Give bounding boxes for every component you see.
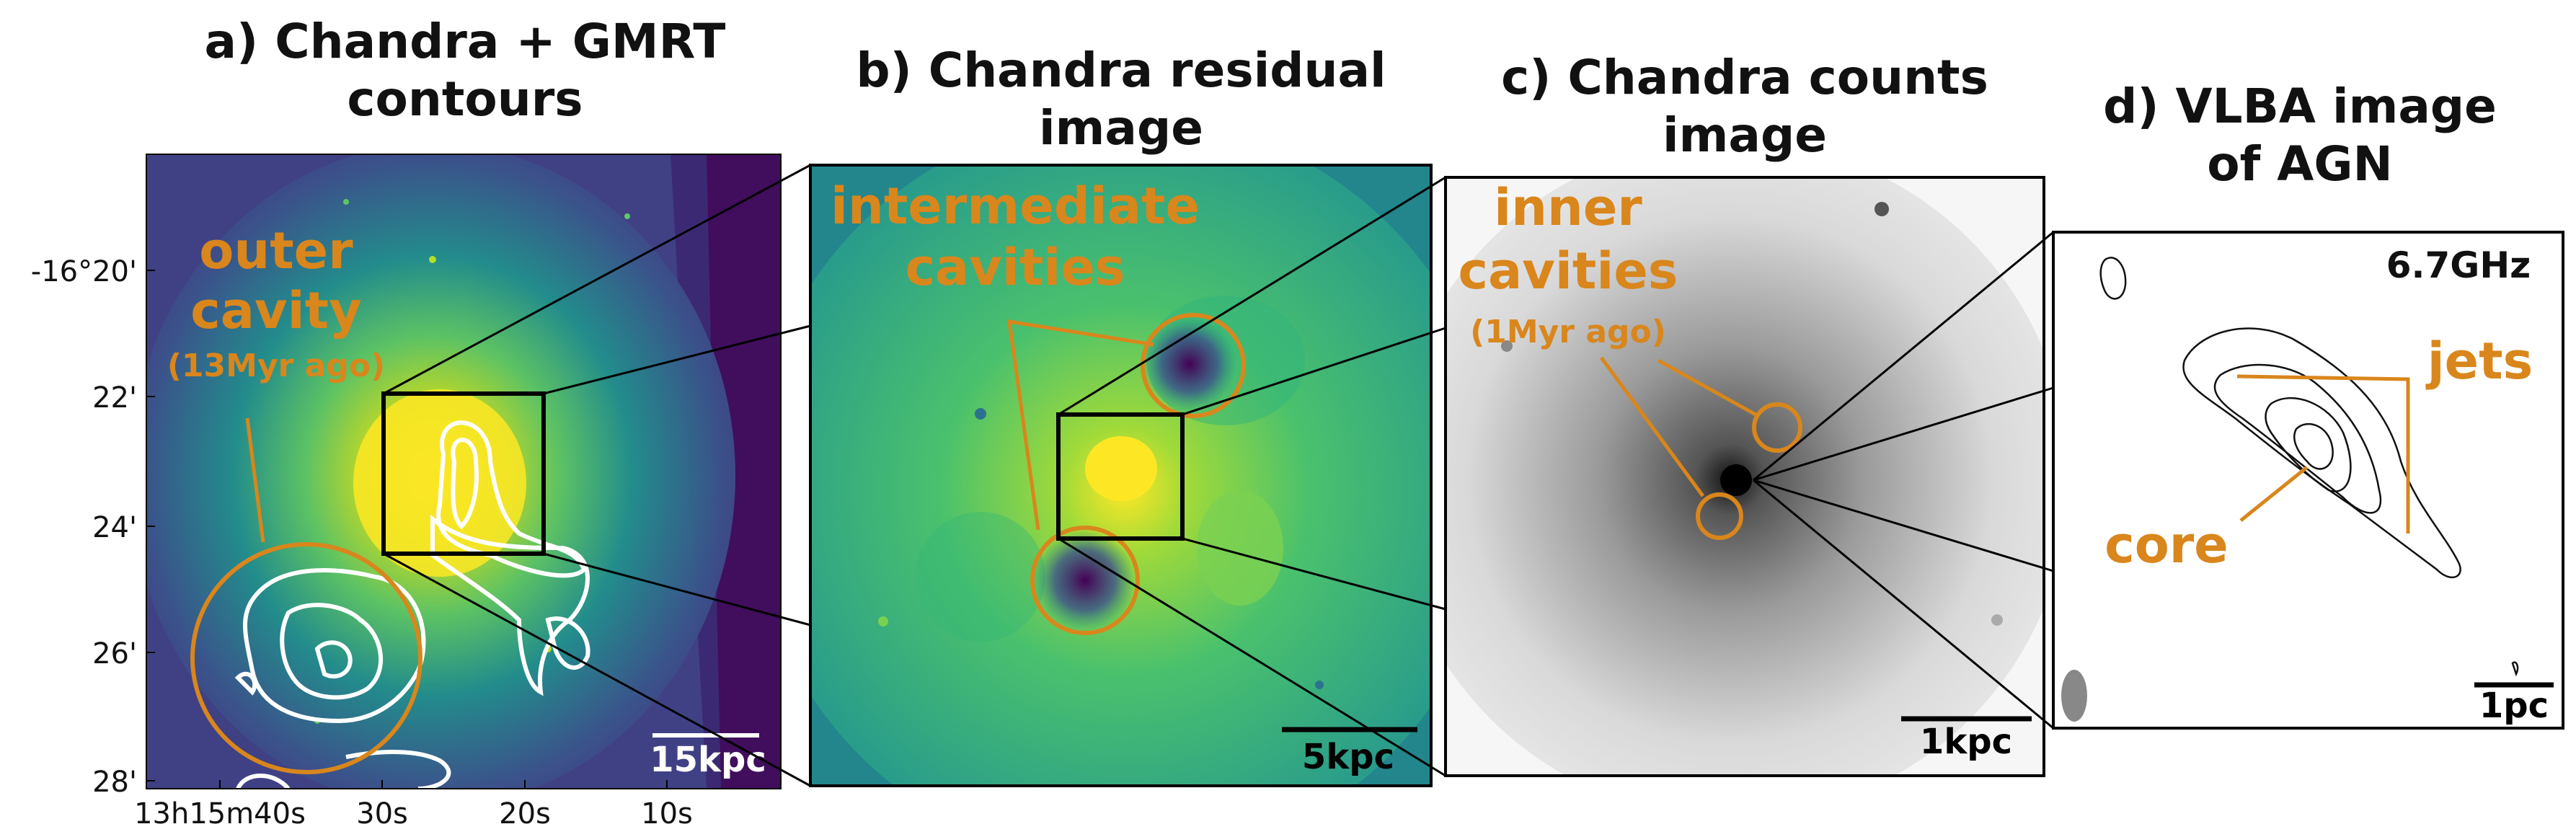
panel-d-title-line2: of AGN xyxy=(2207,136,2393,192)
panel-c-title-line1: c) Chandra counts xyxy=(1501,50,1988,105)
ra-tick-30: 30s xyxy=(356,797,408,831)
outer-cavity-pointer xyxy=(245,417,265,543)
dec-tick-22: 22' xyxy=(92,381,137,415)
panel-a-image xyxy=(146,154,781,789)
panel-a-title-line2: contours xyxy=(347,71,583,127)
panel-b-title-line2: image xyxy=(1039,100,1203,156)
outer-cavity-label-3: (13Myr ago) xyxy=(167,347,385,384)
panel-b-scale-label: 5kpc xyxy=(1302,737,1394,777)
beam-ellipse xyxy=(2061,670,2087,722)
outer-cavity-label-1: outer xyxy=(199,221,353,280)
dec-tick-20: -16°20' xyxy=(31,255,137,288)
intermediate-cavities-label-2: cavities xyxy=(906,238,1125,297)
dec-tick-26: 26' xyxy=(92,637,137,670)
inner-cavities-label-2: cavities xyxy=(1459,242,1678,301)
intermediate-cavity-pointer xyxy=(1007,319,1154,531)
panel-a-zoom-box xyxy=(381,391,546,556)
inner-cavities-label-3: (1Myr ago) xyxy=(1470,314,1666,350)
frequency-label: 6.7GHz xyxy=(2386,244,2531,286)
panel-d-title-line1: d) VLBA image xyxy=(2103,79,2497,134)
intermediate-cavities-label-1: intermediate xyxy=(831,177,1200,236)
outer-cavity-circle xyxy=(190,542,422,774)
dec-tick-28: 28' xyxy=(92,766,137,799)
ra-tick-10: 10s xyxy=(641,797,693,831)
panel-a-scale-label: 15kpc xyxy=(650,740,766,780)
panel-b-image xyxy=(810,165,1431,786)
panel-d-scale-label: 1pc xyxy=(2479,686,2549,726)
core-label: core xyxy=(2104,515,2228,575)
panel-b-title-line1: b) Chandra residual xyxy=(856,43,1386,98)
vlba-contours xyxy=(2099,257,2519,677)
connector-a-b xyxy=(383,164,811,787)
panel-d-image xyxy=(2052,231,2564,730)
dec-tick-24: 24' xyxy=(92,511,137,544)
outer-cavity-label-2: cavity xyxy=(190,281,361,340)
intermediate-cavity-circle-2 xyxy=(1030,526,1140,635)
panel-c-title-line2: image xyxy=(1663,107,1827,163)
connector-c-d xyxy=(1753,231,2054,730)
inner-cavity-circle-1 xyxy=(1752,402,1802,453)
ra-tick-20: 20s xyxy=(499,797,551,831)
inner-cavity-circle-2 xyxy=(1696,492,1743,540)
intermediate-cavity-circle-1 xyxy=(1141,313,1246,418)
panel-c-scale-label: 1kpc xyxy=(1920,722,2012,762)
panel-a-tick-marks xyxy=(146,270,668,789)
panel-a-title-line1: a) Chandra + GMRT xyxy=(205,14,726,69)
ra-tick-40: 13h15m40s xyxy=(134,797,306,831)
panel-c-image xyxy=(1446,177,2044,776)
inner-cavities-label-1: inner xyxy=(1494,178,1642,237)
panel-b-zoom-box xyxy=(1056,412,1185,541)
gmrt-contours xyxy=(234,420,590,789)
jets-label: jets xyxy=(2425,332,2533,391)
connector-b-c xyxy=(1058,176,1446,777)
